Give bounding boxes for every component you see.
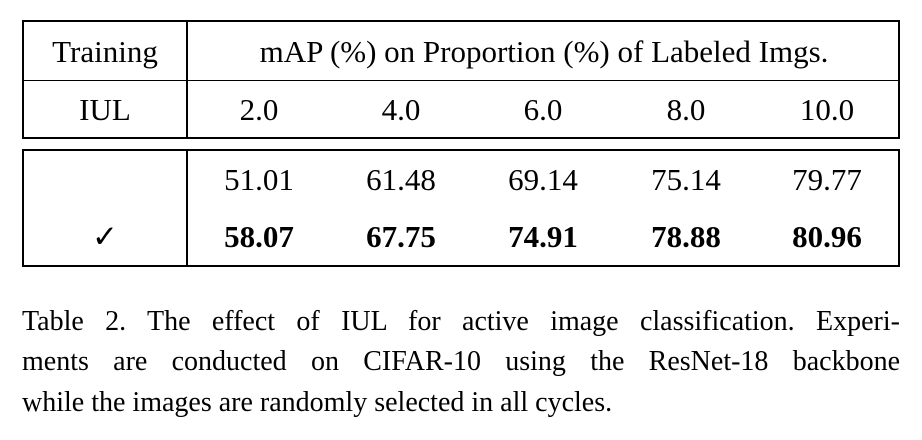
rule xyxy=(186,149,188,267)
rule xyxy=(22,20,900,22)
value-cell: 74.91 xyxy=(508,219,578,254)
subheader-cell: 2.0 xyxy=(239,92,279,127)
value-cell: 80.96 xyxy=(792,219,862,254)
value-cell: 79.77 xyxy=(792,162,862,197)
value-cell: 69.14 xyxy=(508,162,578,197)
subheader-cell: 6.0 xyxy=(523,92,563,127)
subheader-cell: 4.0 xyxy=(381,92,421,127)
training-cell: ✓ xyxy=(92,219,118,254)
header-cell: mAP (%) on Proportion (%) of Labeled Img… xyxy=(259,34,829,69)
value-cell: 78.88 xyxy=(651,219,721,254)
value-cell: 51.01 xyxy=(224,162,294,197)
rule xyxy=(898,20,900,139)
subheader-cell: IUL xyxy=(79,92,131,127)
value-cell: 58.07 xyxy=(224,219,294,254)
header-cell: Training xyxy=(52,34,158,69)
rule xyxy=(22,80,900,81)
caption-line: ments are conducted on CIFAR-10 using th… xyxy=(22,346,900,377)
rule xyxy=(898,149,900,267)
subheader-cell: 10.0 xyxy=(799,92,855,127)
rule xyxy=(22,149,900,151)
value-cell: 61.48 xyxy=(366,162,436,197)
value-cell: 75.14 xyxy=(651,162,721,197)
caption-line: Table 2. The effect of IUL for active im… xyxy=(22,306,900,337)
rule xyxy=(186,20,188,139)
subheader-cell: 8.0 xyxy=(666,92,706,127)
rule xyxy=(22,149,24,267)
value-cell: 67.75 xyxy=(366,219,436,254)
rule xyxy=(22,20,24,139)
caption-line: while the images are randomly selected i… xyxy=(22,387,613,418)
rule xyxy=(22,265,900,267)
rule xyxy=(22,137,900,139)
